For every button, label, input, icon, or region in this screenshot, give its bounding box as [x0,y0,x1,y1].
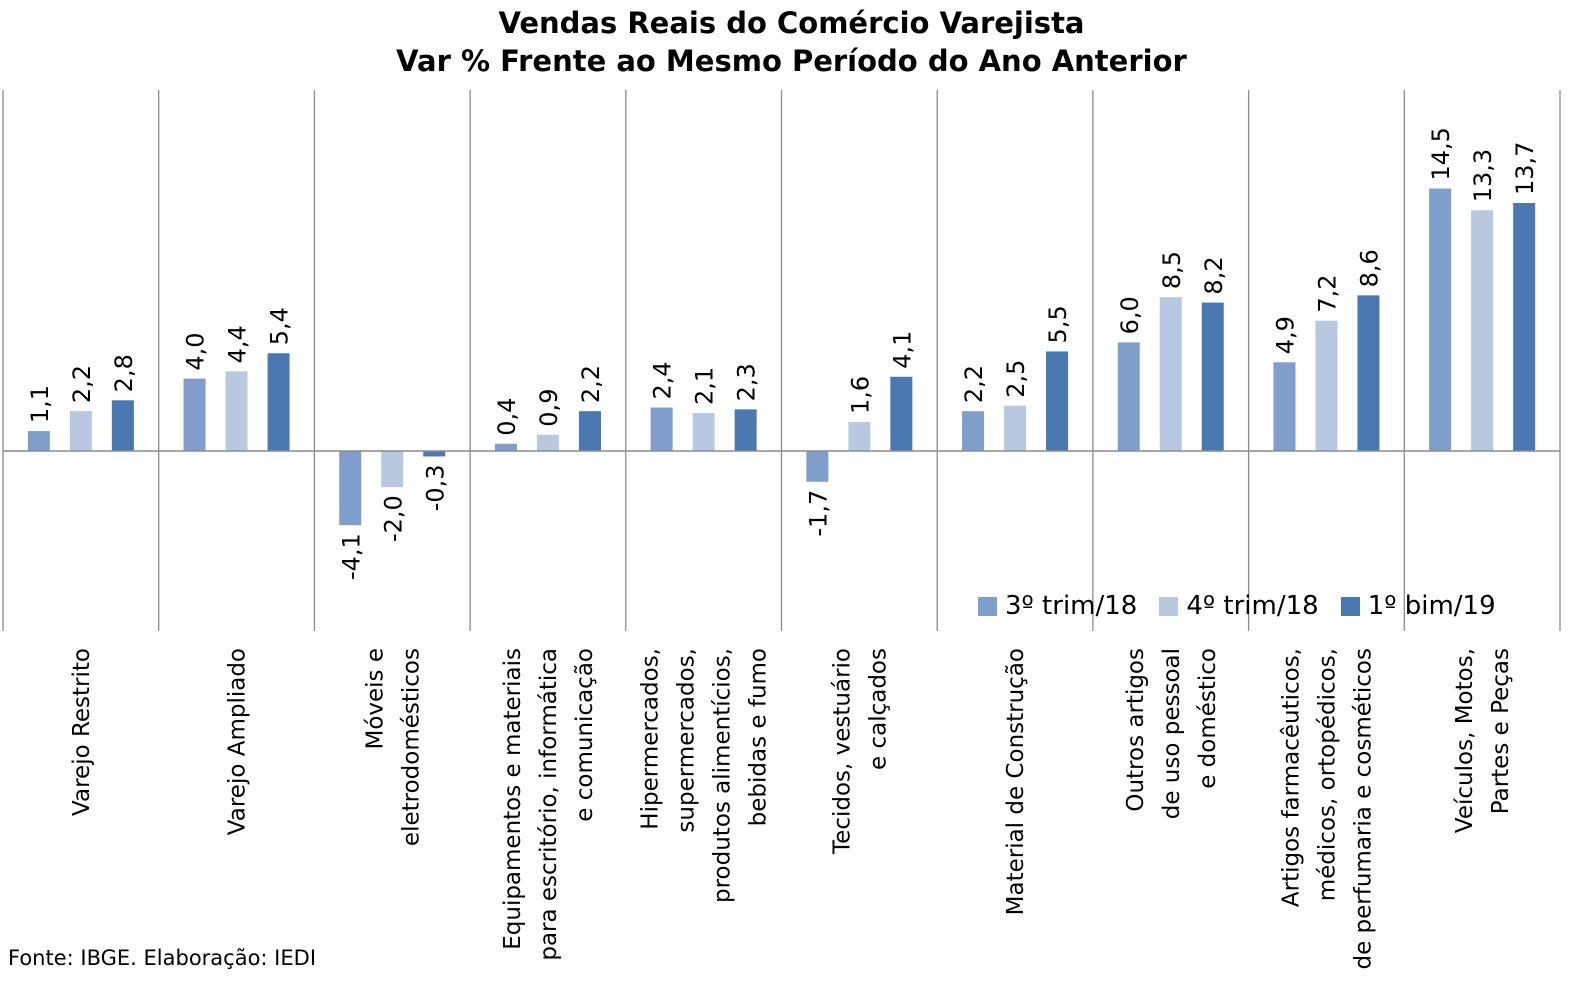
category-label: Hipermercados, [638,648,664,830]
data-label: -4,1 [337,533,365,580]
category-label: Veículos, Motos, [1452,648,1478,833]
data-label: 2,1 [691,367,719,405]
bar-series-3 [1357,295,1380,451]
data-label: 8,5 [1158,251,1186,289]
legend-swatch-series-3 [1340,596,1360,616]
bar-series-3 [578,411,601,451]
legend-label-series-3: 1º bim/19 [1367,591,1496,621]
category-label: produtos alimentícios, [710,648,736,903]
bar-series-2 [381,451,404,488]
category-label: supermercados, [674,648,700,833]
data-label: 5,4 [266,307,294,345]
data-label: 0,4 [493,398,521,436]
bar-series-2 [848,422,871,451]
data-label: 8,6 [1355,249,1383,287]
bar-series-3 [111,400,134,451]
bar-series-2 [1315,320,1338,451]
data-label: 4,0 [182,332,210,370]
category-label: e comunicação [572,648,598,822]
bar-series-3 [734,409,757,451]
data-label: 2,8 [110,354,138,392]
data-label: 4,1 [888,331,916,369]
legend-item-series-1: 3º trim/18 [978,591,1137,621]
category-label: Varejo Ampliado [225,648,251,835]
bar-series-2 [1471,210,1494,451]
bar-series-1 [1429,188,1452,452]
category-label: Tecidos, vestuário [829,648,855,855]
category-label: Partes e Peças [1488,648,1514,814]
bar-series-1 [27,431,50,451]
data-label: 2,2 [960,365,988,403]
legend-swatch-series-2 [1159,596,1179,616]
bar-series-3 [1046,351,1069,451]
category-label: Equipamentos e materiais [500,648,526,950]
chart-subtitle: Var % Frente ao Mesmo Período do Ano Ant… [396,44,1187,78]
data-label: 5,5 [1044,305,1072,343]
data-label: 2,3 [733,363,761,401]
bar-series-2 [69,411,92,451]
data-label: 4,9 [1271,316,1299,354]
bar-series-3 [423,451,446,457]
category-label: de perfumaria e cosméticos [1350,648,1376,970]
category-label: eletrodomésticos [398,648,424,846]
legend-item-series-2: 4º trim/18 [1159,591,1319,621]
bar-series-1 [806,451,829,482]
data-label: 1,1 [26,385,54,423]
bar-series-1 [962,411,985,451]
legend-label-series-1: 3º trim/18 [1005,591,1138,621]
category-label: Móveis e [362,648,388,750]
bar-series-1 [183,378,206,451]
data-label: 1,6 [846,376,874,414]
bar-series-1 [1273,362,1296,451]
category-label: Outros artigos [1123,648,1149,812]
data-label: 8,2 [1200,256,1228,294]
data-label: 13,7 [1511,142,1539,195]
bar-series-2 [536,434,559,451]
bar-series-2 [225,371,248,451]
category-label: e doméstico [1195,648,1221,789]
data-label: -1,7 [804,490,832,537]
data-label: 7,2 [1313,275,1341,313]
data-label: 6,0 [1116,296,1144,334]
data-label: 13,3 [1469,149,1497,202]
legend: 3º trim/18 4º trim/18 1º bim/19 [978,591,1518,621]
bar-series-3 [1513,203,1536,451]
bar-series-1 [1117,342,1140,451]
category-label: Artigos farmacêuticos, [1278,648,1304,907]
bar-series-1 [650,407,673,451]
bar-series-2 [1004,405,1027,451]
category-label: e calçados [865,648,891,770]
chart-title-line-1: Vendas Reais do Comércio Varejista [498,6,1085,40]
bar-series-2 [692,412,715,451]
bar-series-3 [1201,302,1224,451]
category-label: Varejo Restrito [69,648,95,816]
legend-item-series-3: 1º bim/19 [1340,591,1496,621]
legend-label-series-2: 4º trim/18 [1186,591,1319,621]
data-label: -0,3 [421,464,449,511]
bar-series-3 [890,376,913,451]
category-label: para escritório, informática [536,648,562,961]
source-note: Fonte: IBGE. Elaboração: IEDI [8,946,317,970]
bar-series-2 [1159,297,1182,451]
legend-swatch-series-1 [978,596,997,616]
data-label: 2,5 [1002,360,1030,398]
category-label: médicos, ortopédicos, [1314,648,1340,901]
bar-series-1 [339,451,362,526]
chart-title: Vendas Reais do Comércio Varejista Var %… [0,4,1583,80]
data-label: 2,2 [577,365,605,403]
bar-series-3 [267,353,290,451]
bar-series-1 [494,443,517,451]
category-label: bebidas e fumo [746,648,772,826]
data-label: 2,4 [649,361,677,399]
data-label: -2,0 [379,495,407,542]
data-label: 0,9 [535,389,563,427]
data-label: 4,4 [224,325,252,363]
category-label: Material de Construção [1003,648,1029,915]
data-label: 14,5 [1427,127,1455,180]
data-label: 2,2 [68,365,96,403]
category-label: de uso pessoal [1159,648,1185,819]
